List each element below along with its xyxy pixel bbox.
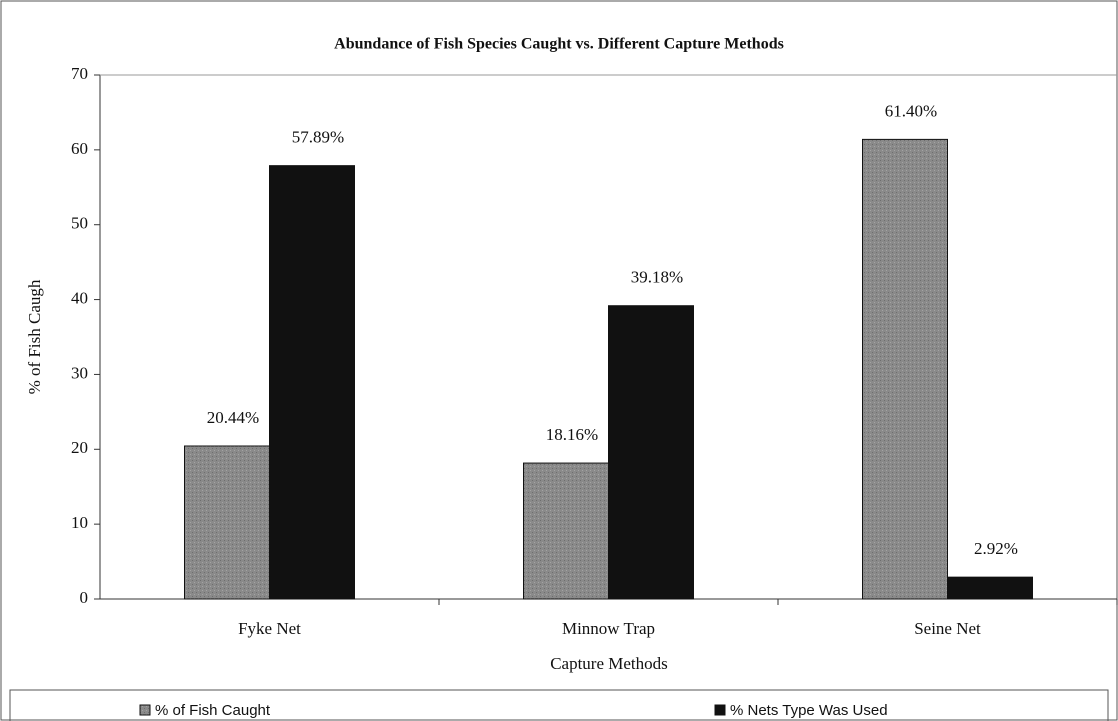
y-tick-label: 40 (71, 288, 88, 307)
legend-swatch (139, 704, 151, 716)
x-tick-label: Fyke Net (238, 619, 301, 638)
chart-title: Abundance of Fish Species Caught vs. Dif… (334, 36, 784, 53)
value-label: 61.40% (885, 101, 937, 120)
bar (184, 445, 270, 600)
y-axis-label: % of Fish Caugh (25, 279, 44, 394)
legend-label: % Nets Type Was Used (730, 702, 888, 719)
value-label: 18.16% (546, 425, 598, 444)
bar (608, 305, 694, 600)
legend-box (9, 689, 1109, 721)
value-label: 57.89% (292, 128, 344, 147)
y-tick-label: 20 (71, 438, 88, 457)
x-tick-label: Seine Net (914, 619, 981, 638)
y-tick-label: 70 (71, 64, 88, 83)
bar (862, 138, 948, 600)
y-tick-label: 50 (71, 214, 88, 233)
bar (947, 576, 1033, 600)
bar (523, 462, 609, 600)
value-label: 39.18% (631, 268, 683, 287)
y-tick-label: 10 (71, 513, 88, 532)
value-label: 2.92% (974, 539, 1018, 558)
y-tick-label: 60 (71, 139, 88, 158)
bar (269, 165, 355, 600)
y-tick-label: 0 (80, 588, 89, 607)
x-axis-label: Capture Methods (550, 654, 668, 673)
value-label: 20.44% (207, 408, 259, 427)
legend-label: % of Fish Caught (155, 702, 271, 719)
y-tick-label: 30 (71, 363, 88, 382)
x-tick-label: Minnow Trap (562, 619, 655, 638)
legend-swatch (714, 704, 726, 716)
